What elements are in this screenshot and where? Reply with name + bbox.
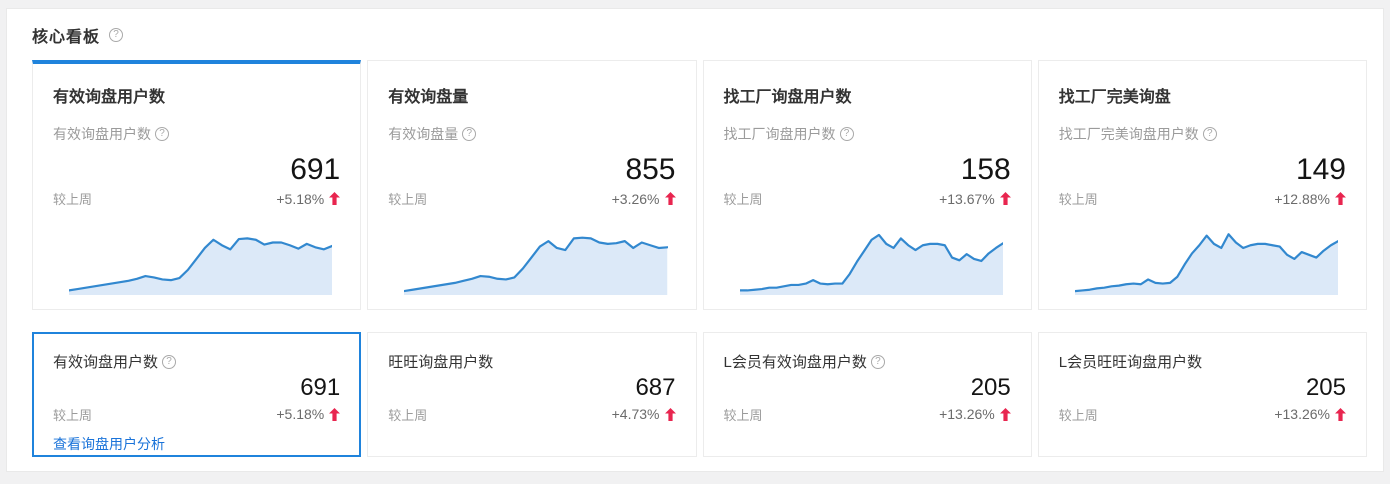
metric-card-lmember-wangwang-inquiry-users[interactable]: L会员旺旺询盘用户数 ? 205 较上周 +13.26% xyxy=(1037,332,1367,457)
vs-last-week-label: 较上周 xyxy=(723,192,763,207)
metric-card-factory-inquiry-users[interactable]: 找工厂询盘用户数 找工厂询盘用户数 ? 158 较上周 +13.67% xyxy=(702,60,1032,310)
bottom-metric-cards-row: 有效询盘用户数 ? 691 较上周 +5.18% 查看询盘用户分析 旺旺询盘用户… xyxy=(32,332,1367,457)
change-percent: +3.26% xyxy=(612,191,676,207)
page-title: 核心看板 xyxy=(32,29,101,46)
top-metric-cards-row: 有效询盘用户数 有效询盘用户数 ? 691 较上周 +5.18% 有效询盘量 有… xyxy=(32,60,1367,310)
up-arrow-icon xyxy=(999,192,1011,205)
card-title: 找工厂完美询盘 xyxy=(1058,89,1171,106)
trend-sparkline xyxy=(739,221,1003,295)
vs-last-week-label: 较上周 xyxy=(1058,192,1098,207)
up-arrow-icon xyxy=(1335,407,1346,421)
question-circle-icon[interactable]: ? xyxy=(109,28,124,42)
metric-card-effective-inquiry-users[interactable]: 有效询盘用户数 有效询盘用户数 ? 691 较上周 +5.18% xyxy=(32,60,362,310)
vs-last-week-label: 较上周 xyxy=(388,192,428,207)
metric-value: 149 xyxy=(1295,153,1346,186)
up-arrow-icon xyxy=(1335,192,1346,205)
card-title: 找工厂询盘用户数 xyxy=(723,89,852,106)
card-title: L会员旺旺询盘用户数 ? xyxy=(1058,354,1203,371)
up-arrow-icon xyxy=(329,407,341,421)
card-subtitle: 找工厂完美询盘用户数 ? xyxy=(1059,124,1346,144)
metric-value: 691 xyxy=(300,374,341,401)
metric-card-lmember-effective-inquiry-users[interactable]: L会员有效询盘用户数 ? 205 较上周 +13.26% xyxy=(702,332,1032,457)
question-circle-icon[interactable]: ? xyxy=(870,354,885,369)
trend-sparkline xyxy=(404,221,668,295)
card-title: 有效询盘用户数 xyxy=(53,89,166,106)
up-arrow-icon xyxy=(664,192,676,205)
vs-last-week-label: 较上周 xyxy=(53,407,93,423)
question-circle-icon[interactable]: ? xyxy=(839,127,854,141)
change-percent: +5.18% xyxy=(276,191,341,207)
change-percent: +12.88% xyxy=(1274,191,1346,207)
vs-last-week-label: 较上周 xyxy=(1058,407,1098,423)
card-title: 有效询盘量 xyxy=(388,89,469,106)
metric-value: 687 xyxy=(635,374,676,401)
board-header: 核心看板 ? xyxy=(32,23,1365,47)
card-subtitle: 找工厂询盘用户数 ? xyxy=(724,124,1011,144)
vs-last-week-label: 较上周 xyxy=(723,407,763,423)
card-title: 旺旺询盘用户数 ? xyxy=(388,354,494,371)
metric-value: 205 xyxy=(970,374,1011,401)
up-arrow-icon xyxy=(664,407,676,421)
metric-value: 205 xyxy=(1305,374,1346,401)
change-percent: +4.73% xyxy=(612,406,676,422)
vs-last-week-label: 较上周 xyxy=(53,192,93,207)
card-title: 有效询盘用户数 ? xyxy=(53,351,340,372)
card-title: L会员有效询盘用户数 ? xyxy=(724,351,1011,372)
metric-value: 855 xyxy=(625,153,676,186)
core-dashboard-panel: 核心看板 ? 有效询盘用户数 有效询盘用户数 ? 691 较上周 +5.18% xyxy=(6,8,1384,472)
metric-card-effective-inquiries[interactable]: 有效询盘量 有效询盘量 ? 855 较上周 +3.26% xyxy=(367,60,697,310)
up-arrow-icon xyxy=(329,192,341,205)
trend-sparkline xyxy=(1074,221,1338,295)
view-inquiry-user-analysis-link[interactable]: 查看询盘用户分析 xyxy=(53,435,165,452)
change-percent: +5.18% xyxy=(276,406,341,422)
question-circle-icon[interactable]: ? xyxy=(155,127,169,141)
change-percent: +13.26% xyxy=(1274,406,1346,422)
up-arrow-icon xyxy=(999,407,1011,421)
question-circle-icon[interactable]: ? xyxy=(162,354,177,369)
card-subtitle: 有效询盘量 ? xyxy=(388,124,675,144)
metric-card-wangwang-inquiry-users[interactable]: 旺旺询盘用户数 ? 687 较上周 +4.73% xyxy=(367,332,697,457)
trend-sparkline xyxy=(69,221,333,295)
metric-value: 158 xyxy=(960,153,1011,186)
vs-last-week-label: 较上周 xyxy=(388,407,428,423)
change-percent: +13.26% xyxy=(939,406,1011,422)
card-subtitle: 有效询盘用户数 ? xyxy=(53,124,340,144)
metric-card-factory-perfect-inquiry[interactable]: 找工厂完美询盘 找工厂完美询盘用户数 ? 149 较上周 +12.88% xyxy=(1037,60,1367,310)
change-percent: +13.67% xyxy=(939,191,1011,207)
metric-value: 691 xyxy=(290,153,341,186)
question-circle-icon[interactable]: ? xyxy=(1202,127,1217,141)
metric-card-effective-inquiry-users-small[interactable]: 有效询盘用户数 ? 691 较上周 +5.18% 查看询盘用户分析 xyxy=(32,332,362,457)
question-circle-icon[interactable]: ? xyxy=(462,127,477,141)
